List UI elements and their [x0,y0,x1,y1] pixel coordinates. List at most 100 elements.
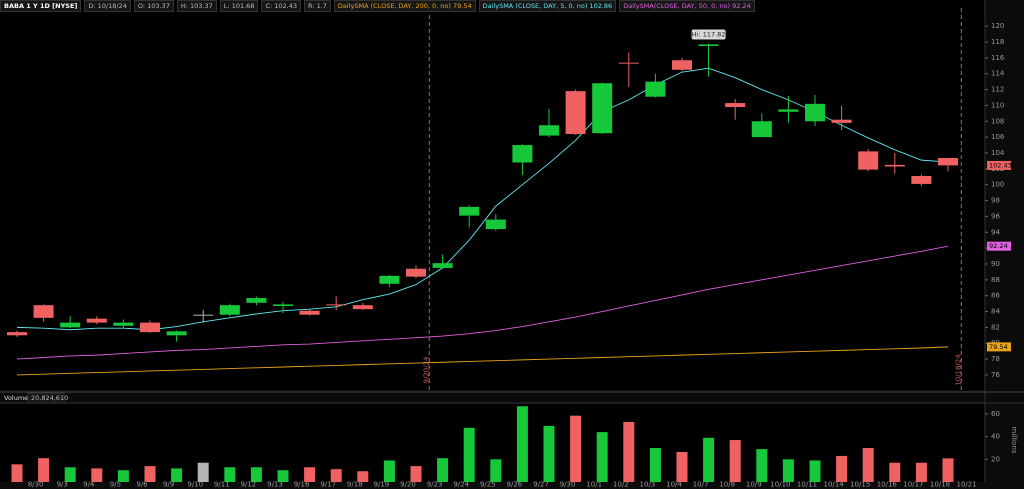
header: BABA 1 Y 1D [NYSE] D: 10/18/24 O: 103.37 H:… [0,0,755,12]
candle-body [140,322,160,333]
y-tick-label: 40 [991,433,1000,441]
volume-axis-label: millions [1010,427,1018,454]
volume-bar [782,459,794,482]
x-tick-label: 10/10 [770,481,790,489]
y-tick-label: 116 [991,54,1005,62]
x-tick-label: 9/25 [480,481,496,489]
y-tick-label: 86 [991,292,1000,300]
hi-annotation-label: Hi: [692,30,701,38]
date-readout-part: D: 10/18/24 [88,2,127,10]
x-tick-label: 9/11 [214,481,230,489]
volume-bar [729,440,741,482]
y-tick-label: 106 [991,133,1005,141]
x-tick-label: 9/10 [187,481,203,489]
low-readout-part: 101.68 [231,2,255,10]
volume-bar [516,406,528,482]
legend-entry: DailySMA(CLOSE, DAY, 50, 0, no) 92.24 [619,0,755,12]
volume-bar [649,447,661,482]
volume-bar [38,458,50,482]
volume-bar [437,458,449,482]
candle-body [406,268,426,277]
x-tick-label: 10/7 [693,481,709,489]
sma-line [16,346,949,376]
price-marker-box [987,160,1011,170]
y-tick-label: 20 [991,455,1000,463]
y-tick-label: 108 [991,117,1004,125]
candle-body [751,121,772,138]
x-tick-label: 9/13 [267,481,283,489]
volume-bar [117,470,129,482]
volume-bar [836,455,848,482]
candle-body [485,219,506,230]
volume-bar [490,459,502,482]
x-tick-label: 9/12 [241,481,257,489]
volume-readout: 20,824,610 [31,394,68,402]
candle-body [938,157,958,166]
volume-bar [889,462,901,482]
y-tick-label: 98 [991,197,1000,205]
x-tick-label: 10/14 [824,481,845,489]
candle-body [352,305,373,310]
volume-bar [144,466,156,482]
candle-body [432,263,453,268]
hi-annotation-value: 117.82 [703,30,726,38]
price-marker: 92.24 [989,242,1008,250]
candle-body [193,314,214,316]
legend-entry-part: DailySMA (CLOSE, DAY, 5, 0, no) [482,2,588,10]
chart-title: BABA 1 Y 1D [NYSE] [0,0,82,12]
volume-bar [304,467,316,482]
y-tick-label: 120 [991,22,1004,30]
high-readout-part: H: [180,2,188,10]
volume-bar [463,427,475,482]
candle-body [725,103,746,108]
event-label: 10/18/24 [954,354,962,386]
low-readout: L: 101.68 [219,0,259,12]
y-tick-label: 104 [991,149,1005,157]
candle-body [379,275,400,284]
candle-body [698,44,719,46]
candle-body [113,322,134,326]
x-tick-label: 10/4 [666,481,682,489]
x-tick-label: 10/18 [930,481,950,489]
x-tick-label: 9/3 [57,481,68,489]
sma-line [16,245,949,360]
price-panel [0,0,985,390]
y-tick-label: 78 [991,355,1000,363]
candle-body [299,310,320,315]
legend-entry-part: 92.24 [732,2,751,10]
volume-bar [357,471,369,482]
x-tick-label: 8/30 [28,481,44,489]
price-marker-box [987,342,1011,352]
volume-bar [915,462,927,482]
volume-bar [91,468,103,482]
y-tick-label: 82 [991,323,1000,331]
x-tick-label: 9/17 [320,481,336,489]
volume-bar [410,466,422,482]
candle-body [778,109,799,112]
volume-bar [171,468,183,482]
candle-body [86,318,107,323]
legend-entry-part: DailySMA(CLOSE, DAY, 50, 0, no) [623,2,731,10]
close-readout-part: C: [265,2,273,10]
candle-body [858,151,879,170]
x-tick-label: 10/17 [903,481,923,489]
volume-bar [809,460,821,482]
volume-bar [703,437,715,482]
date-readout: D: 10/18/24 [84,0,131,12]
candle-body [539,125,559,136]
chart-title-part: BABA 1 Y 1D [NYSE] [4,2,78,10]
open-readout-part: 103.37 [147,2,170,10]
x-tick-label: 9/18 [347,481,363,489]
legend-entry-part: 102.86 [589,2,613,10]
x-tick-label: 9/20 [400,481,416,489]
y-tick-label: 96 [991,212,1000,220]
x-tick-label: 9/19 [374,481,390,489]
candle-body [911,175,932,184]
y-tick-label: 60 [991,410,1000,418]
x-tick-label: 9/5 [110,481,121,489]
high-readout-part: 103.37 [190,2,213,10]
price-marker: 102.43 [989,161,1012,169]
volume-bar [224,467,236,482]
hi-annotation: Hi: 117.82 [692,30,726,38]
x-tick-label: 9/9 [163,481,174,489]
